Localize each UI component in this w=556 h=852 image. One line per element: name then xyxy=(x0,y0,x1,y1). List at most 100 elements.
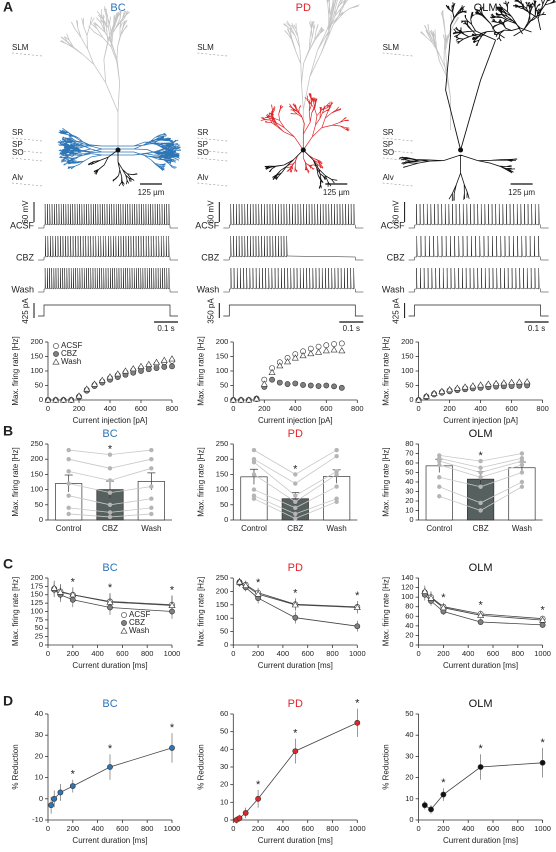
y-tick-label: 0 xyxy=(409,640,413,649)
cell-connector xyxy=(295,455,337,484)
point xyxy=(492,379,500,386)
cell-dot xyxy=(107,452,113,457)
layer-label: SO xyxy=(197,148,209,157)
x-axis-label: Current injection [pA] xyxy=(443,416,518,425)
cell-connector xyxy=(109,498,152,506)
point xyxy=(255,795,261,802)
y-tick-label: 0 xyxy=(409,395,413,404)
y-tick-label: 20 xyxy=(405,773,413,782)
x-axis-label: Current duration [ms] xyxy=(258,661,333,670)
y-axis-label: % Reduction xyxy=(382,744,391,789)
cell-dot xyxy=(66,469,71,474)
point xyxy=(106,598,114,605)
significance: * xyxy=(441,592,446,604)
current-scale-label: 350 pA xyxy=(206,298,215,324)
significance: * xyxy=(355,590,360,602)
point xyxy=(268,368,276,375)
y-tick-label: 50 xyxy=(405,380,413,389)
cell-dot xyxy=(107,466,113,471)
y-tick-label: 20 xyxy=(405,630,413,639)
x-tick-label: Control xyxy=(56,524,82,533)
legend-label: Wash xyxy=(61,357,81,366)
cell-dot xyxy=(293,511,298,517)
x-tick-label: 0 xyxy=(417,649,421,658)
layer-line xyxy=(197,182,228,187)
cell-connector xyxy=(253,489,296,509)
point xyxy=(415,396,423,403)
x-tick-label: 600 xyxy=(487,649,500,658)
y-axis-label: Max. firing rate [Hz] xyxy=(11,577,20,646)
cell-connector xyxy=(253,498,296,519)
basal-dendrite xyxy=(264,149,338,189)
y-tick-label: 150 xyxy=(30,590,43,599)
cell-connector xyxy=(109,513,152,518)
x-tick-label: 400 xyxy=(462,824,475,833)
bar xyxy=(508,467,536,521)
point xyxy=(169,745,175,751)
point xyxy=(440,791,447,798)
cell-dot xyxy=(66,447,71,453)
x-tick-label: 200 xyxy=(252,824,265,833)
cell-dot xyxy=(107,502,113,507)
point xyxy=(300,382,306,388)
point xyxy=(539,759,546,766)
point xyxy=(168,601,176,608)
y-tick-label: 100 xyxy=(30,485,43,494)
point xyxy=(484,380,492,387)
y-tick-label: 75 xyxy=(35,615,43,624)
significance: * xyxy=(108,444,113,456)
x-axis-label: Current duration [ms] xyxy=(443,661,518,670)
condition-label: CBZ xyxy=(387,252,406,262)
x-tick-label: 1000 xyxy=(349,824,366,833)
y-tick-label: 30 xyxy=(220,762,228,771)
x-tick-label: 200 xyxy=(252,649,265,658)
point xyxy=(169,608,175,615)
point xyxy=(260,380,268,387)
chart-title: BC xyxy=(102,428,117,440)
x-axis-label: Current duration [ms] xyxy=(72,661,147,670)
significance: * xyxy=(293,463,298,475)
y-tick-label: 200 xyxy=(30,454,43,463)
cell-dot xyxy=(107,490,113,495)
significance: * xyxy=(71,576,76,588)
cell-connector xyxy=(480,486,523,511)
layer-line xyxy=(197,157,228,162)
layer-label: SLM xyxy=(383,43,400,52)
point xyxy=(114,370,122,377)
soma xyxy=(458,147,464,153)
cell-connector xyxy=(109,486,152,494)
y-tick-label: 50 xyxy=(35,500,43,509)
y-tick-label: 150 xyxy=(216,351,229,360)
x-tick-label: 1000 xyxy=(164,649,181,658)
y-tick-label: 50 xyxy=(220,727,228,736)
point xyxy=(307,349,315,357)
x-tick-label: 1000 xyxy=(534,649,551,658)
layer-label: SP xyxy=(197,140,208,149)
y-tick-label: 200 xyxy=(216,337,229,346)
y-tick-label: 150 xyxy=(30,351,43,360)
point xyxy=(145,360,153,367)
voltage-scale-label: 60 mV xyxy=(392,200,401,224)
point xyxy=(353,603,361,610)
y-tick-label: 50 xyxy=(220,627,228,636)
point xyxy=(152,358,161,365)
cell-dot xyxy=(293,499,298,504)
y-tick-label: 100 xyxy=(216,613,229,622)
layer-label: SLM xyxy=(12,43,29,52)
y-tick-label: 40 xyxy=(220,744,228,753)
current-step xyxy=(223,304,364,317)
layer-label: SLM xyxy=(197,43,214,52)
scale-bar-label: 125 µm xyxy=(508,188,535,197)
condition-label: ACSF xyxy=(381,220,406,230)
point xyxy=(322,347,330,354)
chart-title: PD xyxy=(288,428,303,440)
cell-dot xyxy=(293,516,298,521)
voltage-trace xyxy=(38,203,178,229)
current-step xyxy=(408,304,549,317)
point xyxy=(284,358,292,365)
cell-connector xyxy=(253,474,296,503)
y-tick-label: 140 xyxy=(401,573,414,582)
point xyxy=(145,366,152,373)
y-tick-label: 40 xyxy=(405,477,413,486)
point xyxy=(69,591,77,598)
